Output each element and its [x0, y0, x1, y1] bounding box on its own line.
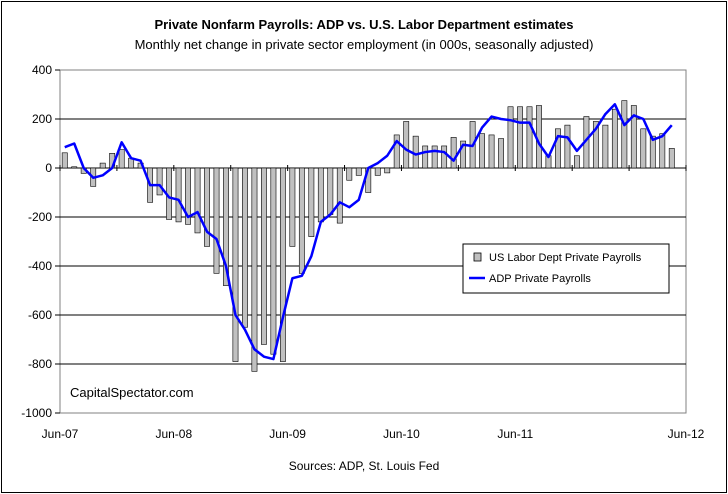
chart-subtitle: Monthly net change in private sector emp… [135, 37, 594, 52]
bar [251, 167, 258, 372]
y-tick-label: -1000 [21, 406, 52, 420]
bar [460, 140, 467, 169]
chart-title: Private Nonfarm Payrolls: ADP vs. U.S. L… [154, 17, 573, 32]
bar [336, 167, 343, 224]
bar [61, 152, 68, 169]
bar [327, 167, 334, 215]
x-tick-label: Jun-12 [668, 427, 705, 441]
y-tick-label: -800 [28, 357, 52, 371]
bar [317, 167, 324, 223]
x-tick-label: Jun-07 [42, 427, 79, 441]
bar [498, 138, 504, 169]
bar [194, 167, 201, 234]
watermark: CapitalSpectator.com [70, 385, 194, 400]
bar [592, 121, 599, 169]
legend-box [462, 243, 670, 294]
bar [384, 167, 391, 174]
bar [298, 167, 305, 274]
x-tick-label: Jun-11 [497, 427, 533, 441]
bar [441, 145, 448, 169]
bar [308, 167, 315, 237]
bar [204, 167, 210, 247]
legend: US Labor Dept Private Payrolls ADP Priva… [462, 243, 670, 294]
plot-area [59, 69, 687, 414]
bar [185, 167, 191, 225]
bar-series [61, 100, 675, 372]
legend-label-line: ADP Private Payrolls [489, 273, 591, 285]
bar [526, 106, 533, 169]
bar [213, 167, 220, 274]
bar [611, 108, 618, 169]
bar [602, 124, 609, 169]
bar [555, 128, 561, 169]
bar [232, 167, 239, 362]
bar [574, 155, 580, 169]
bar [517, 106, 523, 169]
y-tick-label: 400 [32, 63, 52, 77]
bar [279, 167, 286, 362]
x-tick-label: Jun-09 [269, 427, 306, 441]
bar [431, 145, 438, 169]
bar [99, 162, 106, 169]
legend-label-bars: US Labor Dept Private Payrolls [489, 252, 642, 264]
source-note: Sources: ADP, St. Louis Fed [289, 459, 440, 473]
y-tick-label: 0 [45, 161, 52, 175]
bar [175, 167, 182, 223]
bar [289, 167, 296, 247]
bar [374, 167, 381, 176]
bar [630, 105, 637, 169]
bar [261, 167, 267, 345]
bar [118, 149, 125, 169]
bar [621, 100, 628, 169]
bar [507, 106, 514, 169]
bar [564, 124, 571, 169]
adp-line [64, 103, 673, 361]
bar [640, 128, 647, 169]
y-tick-label: -200 [28, 210, 52, 224]
bar [450, 137, 457, 169]
bar [156, 167, 163, 196]
bar [346, 167, 353, 181]
y-tick-label: -600 [28, 308, 52, 322]
y-tick-label: 200 [32, 112, 52, 126]
gridlines [60, 118, 686, 365]
bar [393, 134, 400, 169]
bar [242, 167, 248, 328]
bar [488, 134, 495, 169]
bar [270, 167, 277, 355]
bar [422, 145, 429, 169]
legend-bar-swatch [473, 252, 482, 262]
x-tick-label: Jun-10 [383, 427, 420, 441]
bar [668, 148, 675, 169]
y-axis-ticks: 400 200 0 -200 -400 -600 -800 -1000 [21, 63, 60, 420]
bar [403, 121, 410, 169]
bar [355, 167, 362, 176]
bar [412, 135, 419, 169]
bar [479, 133, 485, 169]
x-tick-label: Jun-08 [155, 427, 192, 441]
x-axis-ticks: Jun-07 Jun-08 Jun-09 Jun-10 Jun-11 Jun-12 [42, 165, 705, 441]
bar [649, 135, 656, 169]
bar [223, 167, 229, 286]
bar [71, 166, 78, 169]
bar [659, 133, 666, 169]
line-series [64, 103, 673, 361]
y-tick-label: -400 [28, 259, 52, 273]
